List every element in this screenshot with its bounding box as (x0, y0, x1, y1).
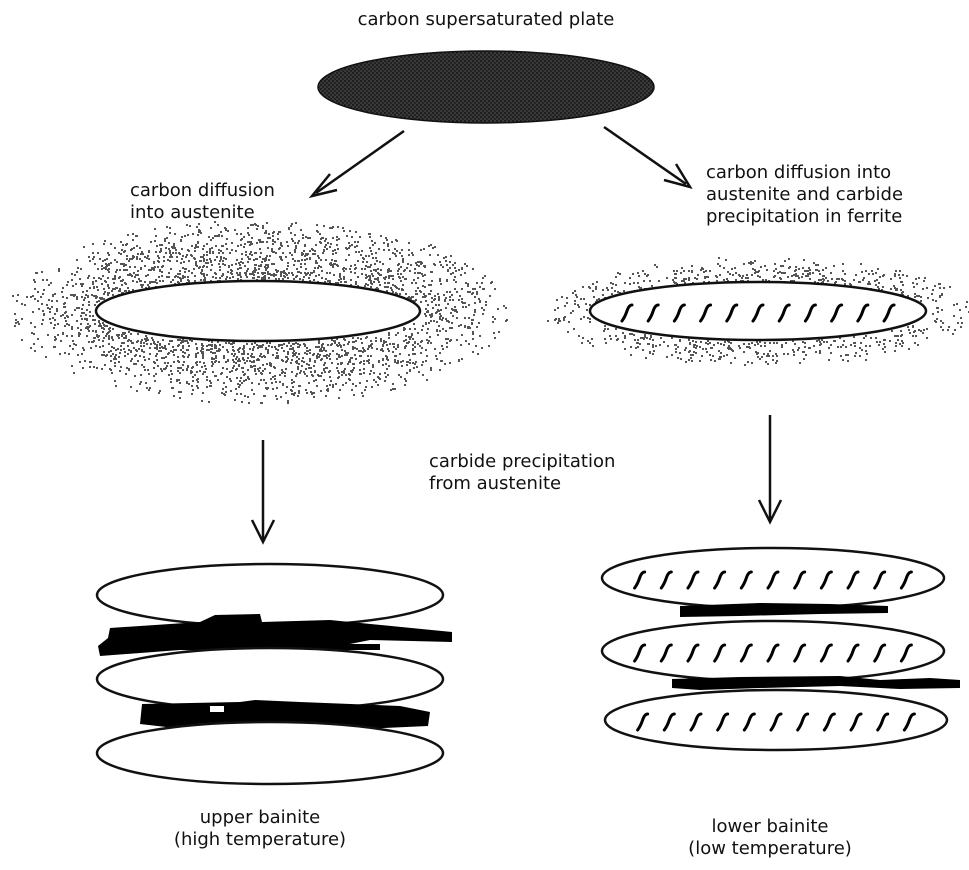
arrow-down-left (250, 440, 276, 545)
upper-bainite-plate-1 (95, 562, 445, 628)
ferrite-carbides-right (620, 303, 896, 323)
label-supersaturated-plate: carbon supersaturated plate (357, 9, 615, 30)
lower-bainite-carbide-layer-1 (680, 603, 888, 617)
label-upper-bainite: upper bainite (high temperature) (173, 807, 347, 850)
carbon-halo-left (12, 221, 508, 404)
label-lower-bainite: lower bainite (low temperature) (688, 816, 852, 859)
arrow-down-right (757, 415, 783, 525)
upper-bainite-stack (95, 562, 452, 786)
lower-bainite-carbide-layer-2 (672, 676, 960, 690)
arrow-to-lower-path (603, 125, 693, 190)
lower-bainite-internal-carbides (633, 570, 916, 732)
label-carbon-diffusion-right: carbon diffusion into austenite and carb… (706, 162, 904, 227)
ferrite-plate-left (94, 279, 422, 343)
supersaturated-plate (317, 50, 655, 124)
upper-bainite-carbide-layer-1 (98, 614, 452, 656)
label-carbon-diffusion-left: carbon diffusion into austenite (130, 180, 275, 223)
arrow-to-upper-path (308, 129, 405, 199)
label-carbide-precipitation: carbide precipitation from austenite (429, 451, 616, 494)
lower-bainite-stack (600, 546, 960, 752)
upper-bainite-plate-3 (95, 720, 445, 786)
